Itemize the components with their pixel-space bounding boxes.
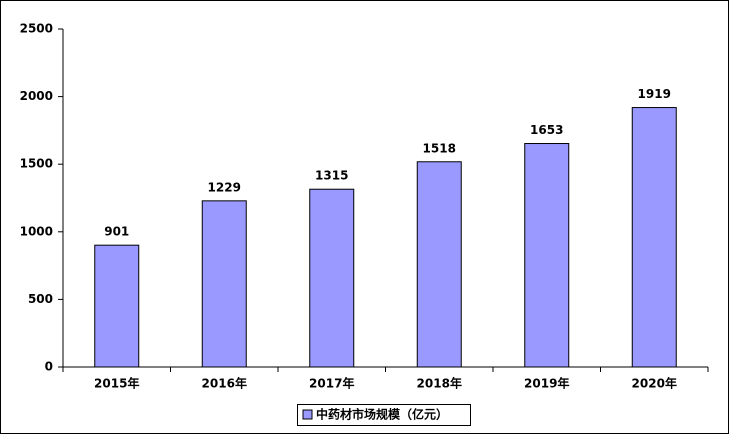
x-tick-label: 2016年 (202, 376, 247, 391)
data-label: 1653 (530, 123, 563, 137)
x-tick-label: 2017年 (309, 376, 354, 391)
y-tick-label: 1500 (20, 157, 53, 171)
data-label: 1315 (315, 169, 348, 183)
x-tick-label: 2015年 (94, 376, 139, 391)
bar (631, 107, 677, 368)
bar (201, 200, 247, 368)
y-tick-label: 500 (28, 292, 53, 306)
legend-label: 中药材市场规模（亿元） (316, 407, 448, 422)
bar (309, 188, 355, 368)
data-label: 1518 (423, 141, 456, 155)
bar (416, 161, 462, 368)
legend-swatch (302, 409, 313, 420)
y-tick-label: 0 (45, 360, 53, 374)
x-tick-label: 2018年 (417, 376, 462, 391)
data-label: 1229 (208, 180, 241, 194)
y-tick-label: 2500 (20, 22, 53, 36)
y-tick-label: 2000 (20, 89, 53, 103)
y-tick-label: 1000 (20, 224, 53, 238)
x-tick-label: 2019年 (524, 376, 569, 391)
legend-box (297, 404, 471, 426)
data-label: 1919 (638, 87, 671, 101)
bar (94, 244, 140, 368)
x-tick-label: 2020年 (632, 376, 677, 391)
data-label: 901 (104, 225, 129, 239)
bar (524, 143, 570, 368)
